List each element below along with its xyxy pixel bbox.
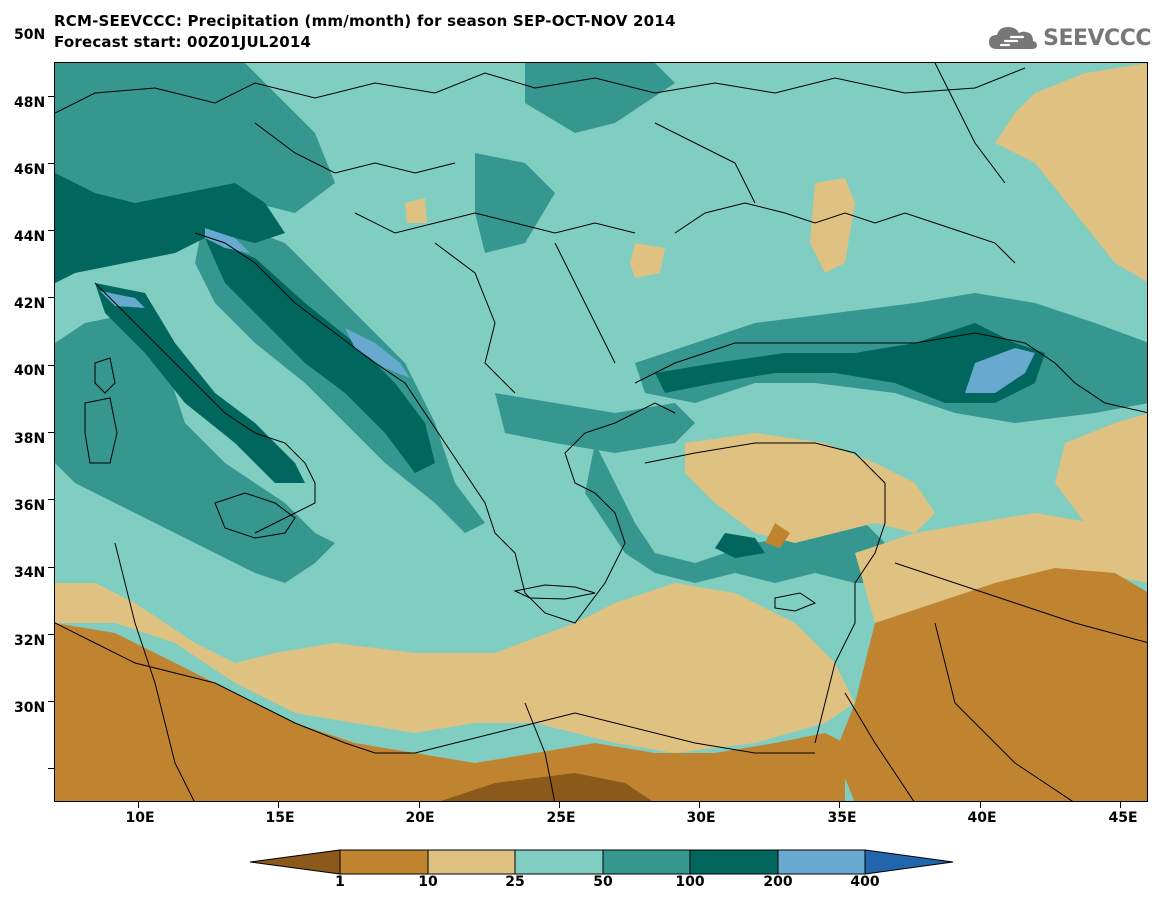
colorbar-label-1: 1 xyxy=(335,874,345,890)
field-lt-1 xyxy=(441,773,652,801)
lat-tick xyxy=(48,701,54,702)
lon-tick xyxy=(699,802,700,808)
lon-label-45e: 45E xyxy=(1108,810,1138,826)
lat-label-50n: 50N xyxy=(14,27,46,43)
colorbar-label-400: 400 xyxy=(850,874,880,890)
map-title: RCM-SEEVCCC: Precipitation (mm/month) fo… xyxy=(54,12,676,30)
lat-tick xyxy=(48,432,54,433)
lon-label-10e: 10E xyxy=(125,810,155,826)
colorbar-label-100: 100 xyxy=(675,874,705,890)
lat-label-30n: 30N xyxy=(14,700,46,716)
lat-tick xyxy=(48,499,54,500)
colorbar-bin-200-400 xyxy=(777,849,866,875)
lat-label-48n: 48N xyxy=(14,95,46,111)
lat-label-34n: 34N xyxy=(14,565,46,581)
field-1-10 xyxy=(55,523,1147,801)
lat-label-42n: 42N xyxy=(14,296,46,312)
lat-label-36n: 36N xyxy=(14,498,46,514)
lat-label-44n: 44N xyxy=(14,229,46,245)
logo-text: SEEVCCC xyxy=(1043,25,1151,51)
lat-tick xyxy=(48,768,54,769)
lon-label-30e: 30E xyxy=(686,810,716,826)
field-100-200 xyxy=(55,173,1045,558)
lat-label-38n: 38N xyxy=(14,431,46,447)
lon-tick xyxy=(419,802,420,808)
colorbar-bin-lt-1 xyxy=(250,849,341,875)
forecast-start-subtitle: Forecast start: 00Z01JUL2014 xyxy=(54,33,312,51)
colorbar-label-10: 10 xyxy=(418,874,438,890)
lon-tick xyxy=(1120,802,1121,808)
colorbar-bin-50-100 xyxy=(602,849,691,875)
colorbar-label-25: 25 xyxy=(505,874,525,890)
lon-tick xyxy=(839,802,840,808)
precipitation-map xyxy=(54,62,1148,802)
colorbar-label-200: 200 xyxy=(763,874,793,890)
colorbar-bin-1-10 xyxy=(339,849,429,875)
lat-label-40n: 40N xyxy=(14,363,46,379)
colorbar-label-50: 50 xyxy=(593,874,613,890)
field-200-400 xyxy=(100,228,1035,393)
lon-label-25e: 25E xyxy=(546,810,576,826)
map-canvas xyxy=(55,63,1147,801)
lat-tick xyxy=(48,96,54,97)
coastlines-and-borders xyxy=(55,63,1147,801)
lat-label-46n: 46N xyxy=(14,162,46,178)
colorbar xyxy=(250,849,954,875)
cloud-logo-icon xyxy=(989,27,1038,49)
lon-tick xyxy=(559,802,560,808)
lon-tick xyxy=(980,802,981,808)
lat-tick xyxy=(48,163,54,164)
lon-label-35e: 35E xyxy=(827,810,857,826)
field-10-25 xyxy=(55,63,1147,753)
lon-tick xyxy=(138,802,139,808)
lat-tick xyxy=(48,230,54,231)
lat-label-32n: 32N xyxy=(14,633,46,649)
colorbar-bin-25-50 xyxy=(514,849,604,875)
lat-tick xyxy=(48,567,54,568)
colorbar-bin-10-25 xyxy=(427,849,516,875)
lon-label-15e: 15E xyxy=(265,810,295,826)
colorbar-bin-gt-400 xyxy=(864,849,954,875)
lat-tick xyxy=(48,365,54,366)
lon-label-20e: 20E xyxy=(405,810,435,826)
lon-tick xyxy=(278,802,279,808)
lat-tick xyxy=(48,634,54,635)
lon-label-40e: 40E xyxy=(967,810,997,826)
colorbar-bin-100-200 xyxy=(689,849,779,875)
lat-tick xyxy=(48,297,54,298)
seevccc-logo: SEEVCCC xyxy=(987,21,1151,55)
